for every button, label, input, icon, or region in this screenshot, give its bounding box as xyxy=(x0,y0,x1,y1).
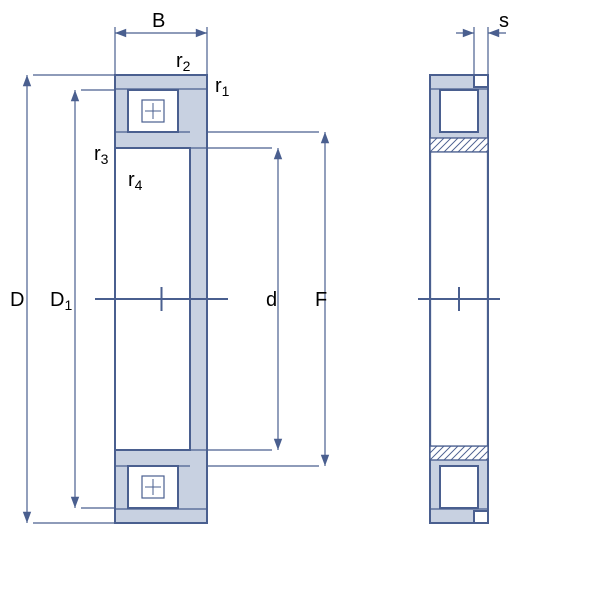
bearing-dimension-diagram: DD1dFBsr1r2r3r4 xyxy=(0,0,600,600)
dim-d: d xyxy=(266,289,277,311)
dim-s: s xyxy=(499,10,509,32)
dim-r3: r3 xyxy=(94,143,109,167)
dim-D1: D1 xyxy=(50,289,72,313)
dim-F: F xyxy=(315,289,327,311)
dim-r1: r1 xyxy=(215,75,230,99)
dim-B: B xyxy=(152,10,165,32)
dim-D: D xyxy=(10,289,24,311)
dim-r2: r2 xyxy=(176,50,191,74)
